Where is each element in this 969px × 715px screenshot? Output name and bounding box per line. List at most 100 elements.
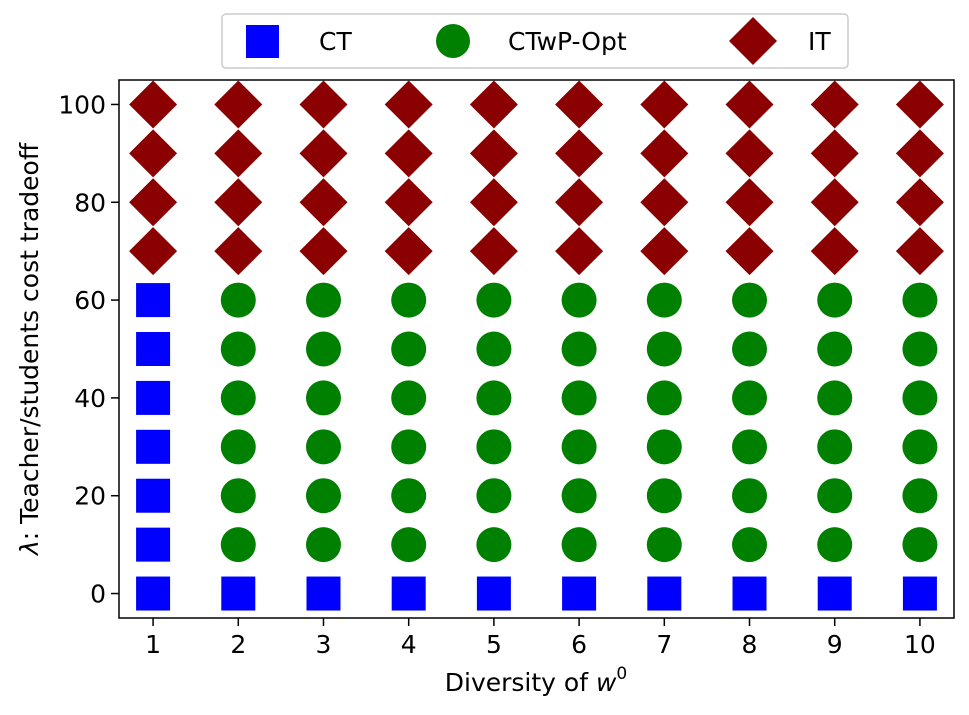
marker-it xyxy=(725,178,774,227)
marker-ct xyxy=(647,576,682,611)
legend-circle-icon xyxy=(436,24,470,58)
y-axis-label-text: : Teacher/students cost tradeoff xyxy=(15,142,44,540)
marker-it xyxy=(214,129,263,178)
marker-ctwp-opt xyxy=(817,380,853,416)
marker-ctwp-opt xyxy=(305,282,341,318)
marker-ct xyxy=(136,380,171,415)
marker-ctwp-opt xyxy=(817,331,853,367)
x-tick-label: 3 xyxy=(316,630,332,659)
marker-it xyxy=(469,80,518,129)
y-tick-label: 60 xyxy=(74,286,106,315)
x-tick-label: 4 xyxy=(401,630,417,659)
x-tick-label: 5 xyxy=(486,630,502,659)
x-tick-label: 1 xyxy=(145,630,161,659)
marker-it xyxy=(810,129,859,178)
marker-it xyxy=(214,80,263,129)
y-axis-ticks: 0 20 40 60 80 100 xyxy=(58,90,119,609)
marker-it xyxy=(129,227,178,276)
marker-ctwp-opt xyxy=(391,527,427,563)
marker-ctwp-opt xyxy=(817,478,853,514)
y-tick-label: 20 xyxy=(74,482,106,511)
legend-entry-ct: CT xyxy=(246,25,352,58)
marker-ctwp-opt xyxy=(902,429,938,465)
marker-ctwp-opt xyxy=(817,527,853,563)
marker-it xyxy=(640,227,689,276)
marker-ctwp-opt xyxy=(476,429,512,465)
marker-ctwp-opt xyxy=(561,478,597,514)
marker-ctwp-opt xyxy=(305,478,341,514)
marker-it xyxy=(555,178,604,227)
marker-it xyxy=(469,227,518,276)
x-axis-label-text: Diversity of xyxy=(445,668,596,697)
marker-ctwp-opt xyxy=(732,527,768,563)
marker-it xyxy=(299,129,348,178)
marker-ctwp-opt xyxy=(561,282,597,318)
marker-ctwp-opt xyxy=(646,282,682,318)
x-axis-label-math: w xyxy=(596,668,617,697)
marker-ct xyxy=(902,576,937,611)
marker-ctwp-opt xyxy=(391,478,427,514)
marker-ctwp-opt xyxy=(732,478,768,514)
marker-ctwp-opt xyxy=(220,478,256,514)
marker-ctwp-opt xyxy=(220,380,256,416)
marker-ctwp-opt xyxy=(305,331,341,367)
y-tick-label: 40 xyxy=(74,384,106,413)
marker-it xyxy=(640,178,689,227)
marker-it xyxy=(895,227,944,276)
marker-ctwp-opt xyxy=(646,478,682,514)
marker-ctwp-opt xyxy=(476,282,512,318)
legend-label-ct: CT xyxy=(319,27,352,56)
legend: CT CTwP-Opt IT xyxy=(221,13,849,69)
marker-it xyxy=(725,227,774,276)
marker-ctwp-opt xyxy=(220,429,256,465)
marker-ct xyxy=(136,478,171,513)
marker-ctwp-opt xyxy=(561,331,597,367)
marker-ct xyxy=(136,332,171,366)
marker-ctwp-opt xyxy=(561,380,597,416)
marker-ctwp-opt xyxy=(220,282,256,318)
marker-ctwp-opt xyxy=(476,527,512,563)
marker-ctwp-opt xyxy=(817,282,853,318)
y-tick-label: 0 xyxy=(90,580,106,609)
marker-ctwp-opt xyxy=(646,527,682,563)
legend-entry-it: IT xyxy=(729,17,831,65)
marker-ctwp-opt xyxy=(220,527,256,563)
marker-ctwp-opt xyxy=(476,478,512,514)
x-tick-label: 10 xyxy=(904,630,936,659)
marker-ctwp-opt xyxy=(561,429,597,465)
marker-ctwp-opt xyxy=(476,331,512,367)
marker-it xyxy=(810,80,859,129)
marker-it xyxy=(129,178,178,227)
x-axis-ticks: 1 2 3 4 5 6 7 8 9 10 xyxy=(145,618,936,659)
legend-entry-ctwp-opt: CTwP-Opt xyxy=(436,24,627,58)
x-tick-label: 9 xyxy=(827,630,843,659)
marker-ctwp-opt xyxy=(646,429,682,465)
legend-frame xyxy=(221,13,849,69)
marker-it xyxy=(895,178,944,227)
marker-ct xyxy=(306,576,341,611)
marker-ctwp-opt xyxy=(902,331,938,367)
marker-ctwp-opt xyxy=(646,380,682,416)
marker-it xyxy=(214,178,263,227)
marker-ctwp-opt xyxy=(817,429,853,465)
marker-ctwp-opt xyxy=(391,380,427,416)
marker-ct xyxy=(221,576,256,611)
marker-ctwp-opt xyxy=(305,380,341,416)
marker-ct xyxy=(817,576,852,611)
marker-it xyxy=(384,227,433,276)
marker-it xyxy=(384,178,433,227)
x-axis-label-sup: 0 xyxy=(616,664,627,684)
marker-ctwp-opt xyxy=(220,331,256,367)
legend-diamond-icon xyxy=(729,17,777,65)
marker-ct xyxy=(136,429,171,464)
marker-ctwp-opt xyxy=(732,429,768,465)
y-axis-label-math: λ xyxy=(15,540,44,557)
marker-ctwp-opt xyxy=(902,478,938,514)
marker-ctwp-opt xyxy=(902,527,938,563)
x-tick-label: 8 xyxy=(742,630,758,659)
marker-it xyxy=(725,80,774,129)
marker-ctwp-opt xyxy=(305,527,341,563)
marker-it xyxy=(384,129,433,178)
marker-it xyxy=(640,80,689,129)
